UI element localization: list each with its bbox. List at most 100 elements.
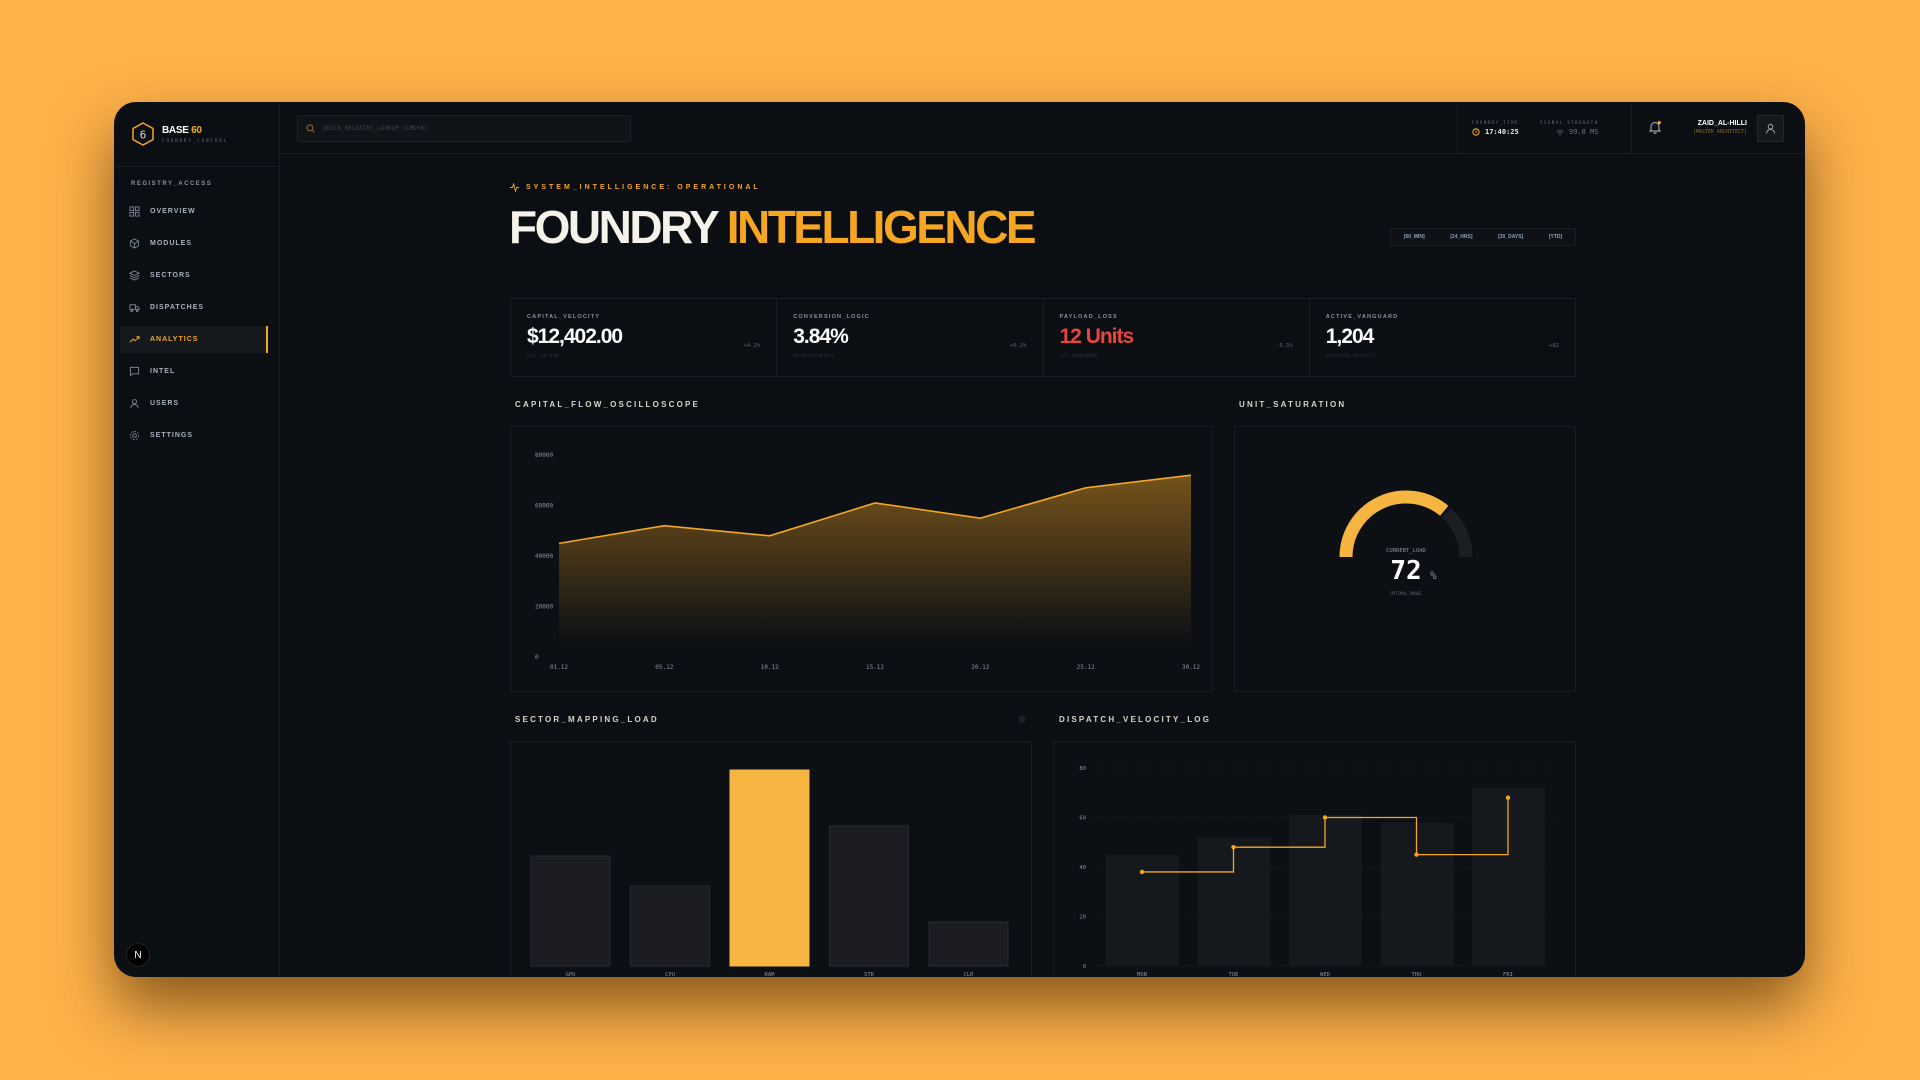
kpi-active-vanguard: ACTIVE_VANGUARD 1,204 AUTHORIZED_ARCHITECT… bbox=[1310, 299, 1575, 376]
sidebar-item-dispatches[interactable]: DISPATCHES bbox=[120, 294, 268, 321]
clock-icon bbox=[1472, 128, 1480, 136]
range-ytd[interactable]: [YTD] bbox=[1548, 234, 1563, 240]
sidebar-section-label: REGISTRY_ACCESS bbox=[131, 181, 213, 187]
y-tick-label: 60000 bbox=[535, 503, 553, 510]
kpi-value: 12 Units bbox=[1059, 325, 1135, 348]
y-tick-label: 40000 bbox=[535, 553, 553, 560]
bar-cpu bbox=[630, 885, 710, 967]
sidebar-item-label: INTEL bbox=[150, 368, 176, 375]
y-tick-label: 80 bbox=[1079, 766, 1086, 772]
kpi-payload-loss: PAYLOAD_LOSS 12 Units CART_ABANDONMENT -5.1… bbox=[1044, 299, 1310, 376]
range-24-hrs[interactable]: [24_HRS] bbox=[1450, 234, 1473, 240]
area-fill bbox=[559, 475, 1191, 645]
area-chart-panel: 0 20000 40000 60000 80000 01.12 05.12 10.12 15.1… bbox=[510, 426, 1213, 692]
kpi-sub: CART_ABANDONMENT bbox=[1059, 353, 1099, 358]
logo[interactable]: 6 BASE 60 FOUNDRY_CONTROL bbox=[132, 122, 228, 146]
data-point bbox=[1322, 815, 1328, 820]
dispatch-chart: 0 20 40 60 80 MON TUE WED THU FRI bbox=[1079, 766, 1554, 977]
kpi-label: CAPITAL_VELOCITY bbox=[527, 314, 601, 320]
truck-icon bbox=[129, 304, 140, 313]
y-tick-label: 0 bbox=[535, 654, 539, 661]
time-label: FOUNDRY_TIME bbox=[1472, 120, 1519, 125]
bar-ram bbox=[729, 769, 810, 967]
sidebar-item-users[interactable]: USERS bbox=[120, 390, 268, 417]
x-tick-label: 20.12 bbox=[971, 664, 989, 671]
gauge-label: CURRENT_LOAD bbox=[1386, 548, 1426, 554]
hexagon-logo-icon: 6 bbox=[132, 122, 154, 146]
dispatch-chart-panel: 0 20 40 60 80 MON TUE WED THU FRI bbox=[1053, 741, 1576, 977]
sidebar-item-modules[interactable]: MODULES bbox=[120, 230, 268, 257]
x-tick-label: 25.12 bbox=[1077, 664, 1095, 671]
area-chart: 0 20000 40000 60000 80000 01.12 05.12 10.12 15.1… bbox=[535, 452, 1200, 671]
y-tick-label: 20 bbox=[1079, 915, 1086, 921]
y-tick-label: 60 bbox=[1079, 816, 1086, 822]
data-point bbox=[1231, 845, 1236, 850]
range-60-min[interactable]: [60_MIN] bbox=[1403, 234, 1425, 240]
kpi-delta: -5.1% bbox=[1276, 343, 1293, 349]
gauge-fill bbox=[1339, 490, 1449, 558]
x-tick-label: GPU bbox=[566, 972, 576, 977]
bar-clr bbox=[928, 921, 1009, 967]
svg-text:6: 6 bbox=[140, 129, 147, 142]
x-tick-label: CPU bbox=[665, 972, 675, 977]
y-tick-label: 20000 bbox=[535, 604, 553, 611]
kpi-label: PAYLOAD_LOSS bbox=[1059, 314, 1118, 320]
y-tick-label: 80000 bbox=[535, 452, 553, 459]
sidebar-item-intel[interactable]: INTEL bbox=[120, 358, 268, 385]
sidebar-item-sectors[interactable]: SECTORS bbox=[120, 262, 268, 289]
kpi-value: 3.84% bbox=[793, 325, 849, 348]
gauge-track bbox=[1441, 507, 1473, 558]
section-title: CAPITAL_FLOW_OSCILLOSCOPE bbox=[515, 400, 701, 409]
user-info[interactable]: ZAID_AL-HILLI [MASTER_ARCHITECT] bbox=[1693, 120, 1747, 135]
kpi-capital-velocity: CAPITAL_VELOCITY $12,402.00 LAST_24H_FLOW +… bbox=[511, 299, 778, 376]
grid-icon bbox=[129, 206, 140, 217]
kpi-delta: +4.2% bbox=[743, 343, 761, 349]
search-box[interactable] bbox=[297, 115, 631, 142]
x-tick-label: 15.12 bbox=[866, 664, 884, 671]
user-role: [MASTER_ARCHITECT] bbox=[1692, 129, 1747, 135]
data-point bbox=[1414, 852, 1419, 857]
pulse-icon bbox=[510, 183, 519, 192]
divider bbox=[1631, 102, 1632, 154]
sidebar-item-overview[interactable]: OVERVIEW bbox=[120, 198, 268, 225]
kpi-sub: LAST_24H_FLOW bbox=[527, 353, 559, 358]
wifi-icon bbox=[1556, 129, 1564, 135]
sidebar-item-settings[interactable]: SETTINGS bbox=[120, 422, 268, 449]
section-title: SECTOR_MAPPING_LOAD bbox=[515, 715, 659, 724]
gauge-unit: % bbox=[1430, 569, 1437, 582]
bell-icon[interactable] bbox=[1648, 120, 1662, 134]
panel-menu-button[interactable] bbox=[1019, 716, 1025, 723]
sidebar-item-label: DISPATCHES bbox=[150, 304, 205, 311]
time-range-selector: [60_MIN] [24_HRS] [30_DAYS] [YTD] bbox=[1390, 228, 1576, 246]
avatar-button[interactable] bbox=[1757, 115, 1784, 142]
gauge-chart: CURRENT_LOAD 72 % OPTIMAL_RANGE bbox=[1339, 490, 1473, 596]
x-tick-label: FRI bbox=[1503, 972, 1513, 977]
user-icon bbox=[1765, 123, 1776, 134]
x-tick-label: 30.12 bbox=[1182, 664, 1200, 671]
section-title: UNIT_SATURATION bbox=[1239, 400, 1347, 409]
user-name: ZAID_AL-HILLI bbox=[1697, 120, 1747, 127]
gauge-sub: OPTIMAL_RANGE bbox=[1390, 591, 1422, 596]
gauge-value: 72 bbox=[1390, 556, 1421, 586]
status-tag: SYSTEM_INTELLIGENCE: OPERATIONAL bbox=[510, 183, 761, 192]
search-icon bbox=[306, 124, 315, 133]
sidebar-item-label: USERS bbox=[150, 400, 180, 407]
top-header: FOUNDRY_TIME 17:40:25 SIGNAL_STRENGTH 99… bbox=[280, 102, 1805, 154]
divider bbox=[114, 166, 280, 167]
search-input[interactable] bbox=[323, 125, 603, 132]
kpi-delta: +82 bbox=[1549, 343, 1559, 349]
sidebar-item-label: ANALYTICS bbox=[150, 336, 199, 343]
x-tick-label: STR bbox=[864, 972, 875, 977]
x-tick-label: TUE bbox=[1229, 972, 1239, 977]
kpi-label: ACTIVE_VANGUARD bbox=[1325, 314, 1399, 320]
bar-chart-panel: GPU CPU RAM STR CLR bbox=[510, 741, 1032, 977]
series-line bbox=[558, 474, 1192, 545]
layers-icon bbox=[129, 270, 140, 281]
sidebar-item-analytics[interactable]: ANALYTICS bbox=[120, 326, 268, 353]
dev-badge-button[interactable]: N bbox=[126, 943, 150, 967]
data-point bbox=[1505, 795, 1511, 800]
x-tick-label: WED bbox=[1320, 972, 1330, 977]
signal-label: SIGNAL_STRENGTH bbox=[1540, 120, 1599, 125]
signal-readout: 99.8 MS bbox=[1556, 128, 1599, 136]
range-30-days[interactable]: [30_DAYS] bbox=[1498, 234, 1524, 240]
